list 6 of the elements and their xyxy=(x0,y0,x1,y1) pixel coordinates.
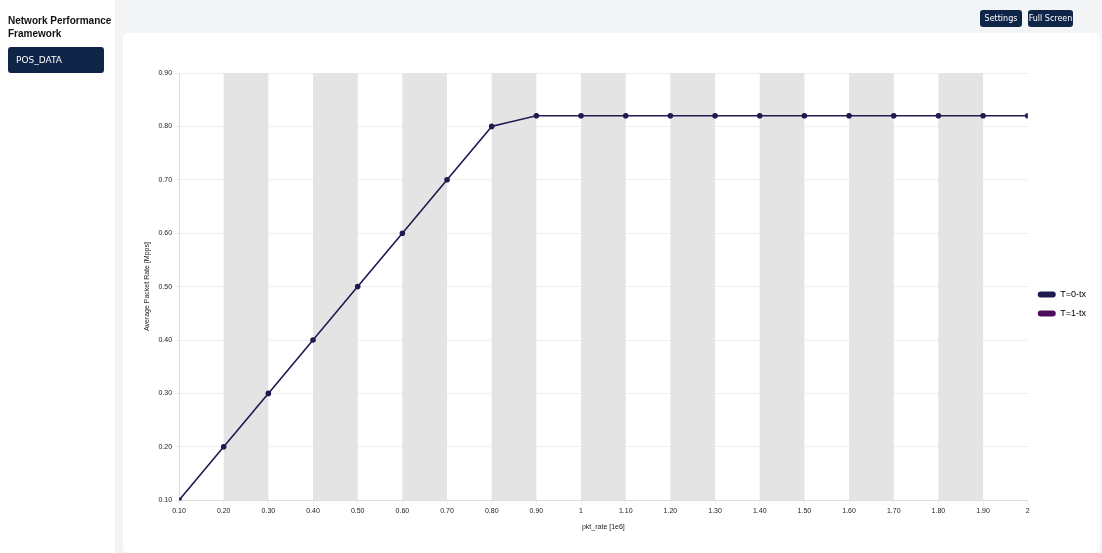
text: Network Performance Framework xyxy=(8,14,113,40)
text: POS_DATA xyxy=(8,47,104,73)
text: Settings xyxy=(980,10,1022,27)
legend-label: T=0-tx xyxy=(1060,288,1087,299)
text: Full Screen xyxy=(1028,10,1073,27)
legend-label: T=1-tx xyxy=(1060,307,1087,318)
